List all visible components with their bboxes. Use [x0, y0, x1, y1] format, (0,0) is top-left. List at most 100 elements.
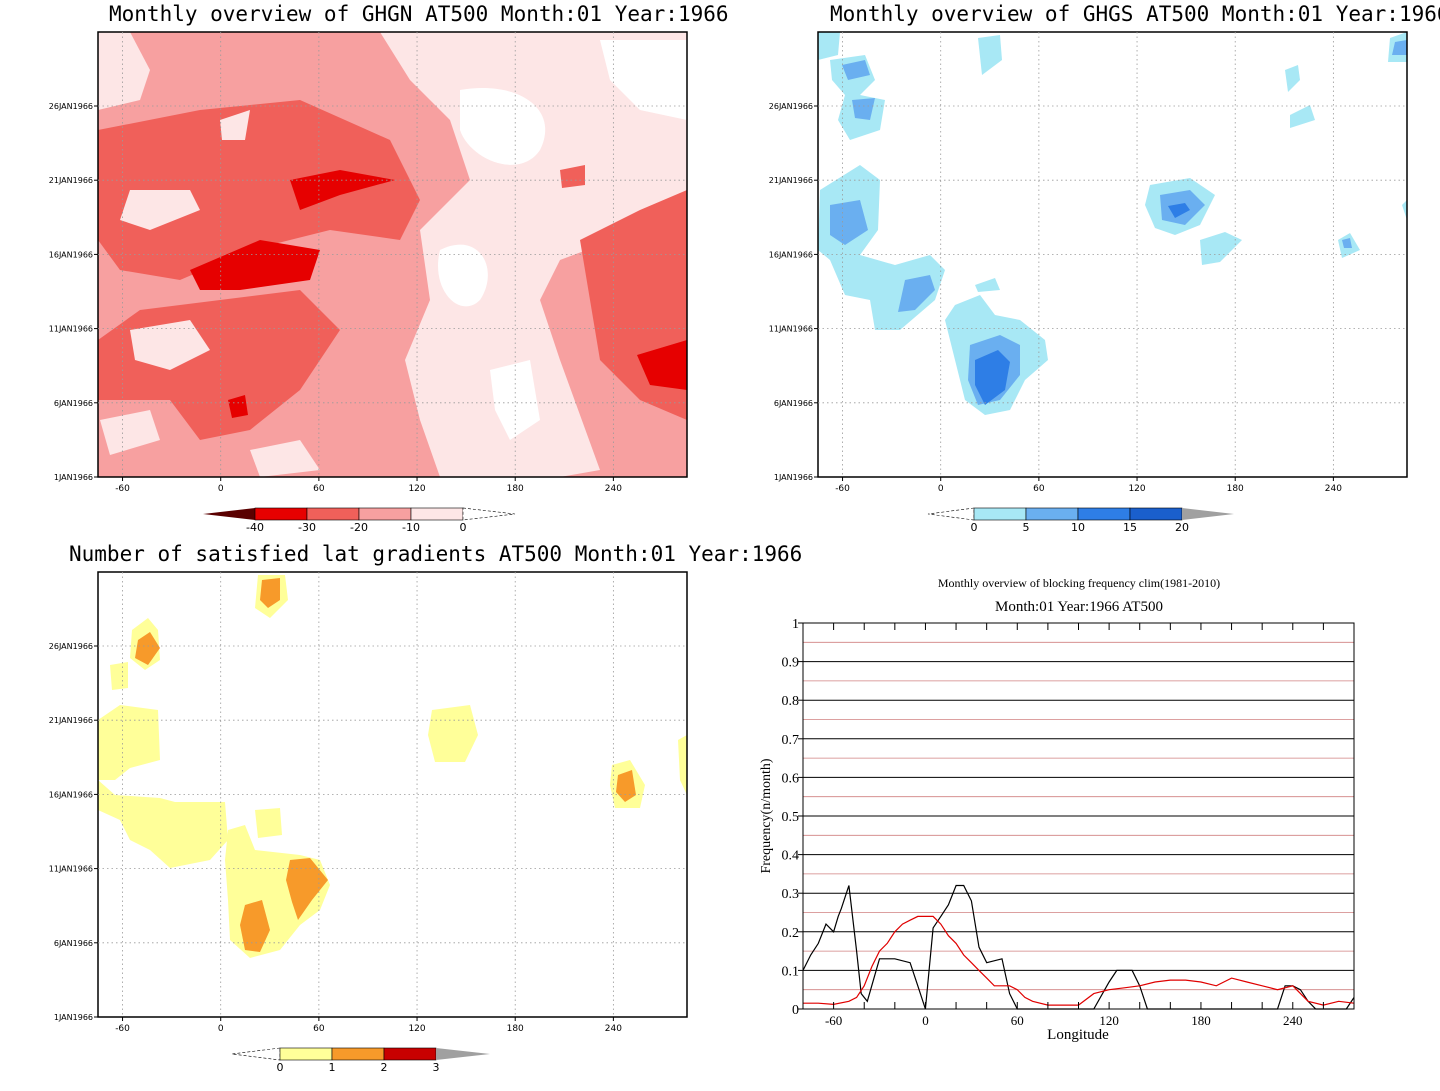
blocking-chart-title: Monthly overview of blocking frequency c… [938, 576, 1220, 590]
colorbar-segment [358, 507, 412, 521]
x-tick-label: 120 [408, 1024, 425, 1034]
x-tick-label: 0 [922, 1013, 929, 1028]
colorbar-end-triangle [462, 507, 516, 521]
x-tick-label: 60 [1033, 484, 1045, 494]
colorbar-end-triangle [231, 1047, 281, 1061]
colorbar-label: 0 [277, 1061, 284, 1074]
x-tick-label: 240 [605, 484, 622, 494]
ghgs-colorbar: 0 5 10 15 20 [927, 507, 1234, 534]
colorbar-label: 0 [460, 521, 467, 534]
colorbar-label: 20 [1175, 521, 1189, 534]
y-tick-label: 0.4 [782, 849, 800, 864]
y-tick-label: 0.8 [782, 694, 800, 709]
colorbar-label: 2 [381, 1061, 388, 1074]
colorbar-segment [1025, 507, 1079, 521]
y-tick-label: 0.6 [782, 771, 800, 786]
y-tick-label: 1JAN1966 [54, 473, 93, 482]
y-tick-label: 1 [792, 617, 799, 632]
colorbar-segment [410, 507, 464, 521]
ghgn-gridlines [98, 32, 687, 477]
x-tick-label: -60 [115, 1024, 130, 1034]
blocking-axis-ticks: 0 0.1 0.2 0.3 0.4 0.5 0.6 0.7 0.8 0.9 1 -60 0 60 120 18… [782, 617, 1355, 1028]
x-tick-label: 0 [218, 1024, 224, 1034]
y-tick-label: 0.3 [782, 887, 800, 902]
blocking-x-axis-label: Longitude [1047, 1027, 1109, 1043]
x-tick-label: 120 [408, 484, 425, 494]
colorbar-label: -30 [298, 521, 316, 534]
latgrad-x-ticks: -60 0 60 120 180 240 [115, 1017, 622, 1034]
colorbar-end-triangle [1182, 508, 1234, 520]
x-tick-label: 240 [1325, 484, 1342, 494]
colorbar-end-triangle [436, 1048, 490, 1060]
x-tick-label: 60 [313, 484, 325, 494]
y-tick-label: 11JAN1966 [49, 865, 93, 874]
y-tick-label: 0.1 [782, 964, 800, 979]
colorbar-segment [383, 1047, 437, 1061]
latgrad-colorbar: 0 1 2 3 [231, 1047, 490, 1074]
ghgn-colorbar: -40 -30 -20 -10 0 [203, 507, 516, 534]
blocking-chart-subtitle: Month:01 Year:1966 AT500 [995, 599, 1163, 615]
ghgn-panel: Monthly overview of GHGN AT500 Month:01 … [0, 0, 729, 545]
y-tick-label: 6JAN1966 [54, 399, 93, 408]
latgrad-gridlines [98, 572, 687, 1017]
y-tick-label: 16JAN1966 [769, 250, 813, 259]
y-tick-label: 0.9 [782, 656, 800, 671]
y-tick-label: 11JAN1966 [49, 325, 93, 334]
x-tick-label: 180 [1191, 1013, 1211, 1028]
y-tick-label: 26JAN1966 [769, 102, 813, 111]
ghgn-y-ticks: 1JAN1966 6JAN1966 11JAN1966 16JAN1966 21JAN1… [49, 102, 98, 482]
blocking-series [802, 884, 1355, 1010]
x-tick-label: 60 [1011, 1013, 1024, 1028]
ghgs-gridlines [818, 32, 1407, 477]
y-tick-label: 1JAN1966 [54, 1013, 93, 1022]
colorbar-label: 10 [1071, 521, 1085, 534]
colorbar-label: 0 [971, 521, 978, 534]
y-tick-label: 21JAN1966 [49, 716, 93, 725]
x-tick-label: -60 [835, 484, 850, 494]
x-tick-label: 180 [507, 484, 524, 494]
y-tick-label: 21JAN1966 [49, 176, 93, 185]
y-tick-label: 0.5 [782, 810, 800, 825]
x-tick-label: 0 [938, 484, 944, 494]
colorbar-segment [973, 507, 1027, 521]
x-tick-label: 180 [1227, 484, 1244, 494]
ghgs-title: Monthly overview of GHGS AT500 Month:01 … [830, 2, 1440, 26]
ghgs-panel: Monthly overview of GHGS AT500 Month:01 … [720, 0, 1440, 545]
y-tick-label: 6JAN1966 [774, 399, 813, 408]
ghgn-plot: -60 0 60 120 180 240 1JAN1966 6JAN1966 11JAN196… [49, 31, 688, 534]
ghgn-title: Monthly overview of GHGN AT500 Month:01 … [109, 2, 729, 26]
blocking-frequency-plot: Monthly overview of blocking frequency c… [759, 576, 1355, 1043]
colorbar-label: 5 [1023, 521, 1030, 534]
x-tick-label: 180 [507, 1024, 524, 1034]
y-tick-label: 11JAN1966 [769, 325, 813, 334]
colorbar-segment [1077, 507, 1131, 521]
colorbar-segment [1129, 507, 1183, 521]
x-tick-label: 240 [605, 1024, 622, 1034]
y-tick-label: 6JAN1966 [54, 939, 93, 948]
y-tick-label: 26JAN1966 [49, 642, 93, 651]
colorbar-label: -10 [402, 521, 420, 534]
blocking-gridlines [803, 641, 1354, 991]
x-tick-label: 120 [1128, 484, 1145, 494]
colorbar-segment [254, 507, 308, 521]
y-tick-label: 1JAN1966 [774, 473, 813, 482]
x-tick-label: 120 [1099, 1013, 1119, 1028]
x-tick-label: 240 [1283, 1013, 1303, 1028]
y-tick-label: 0.2 [782, 926, 800, 941]
latgrad-title: Number of satisfied lat gradients AT500 … [69, 542, 803, 566]
colorbar-label: 1 [329, 1061, 336, 1074]
colorbar-end-triangle [203, 508, 255, 520]
colorbar-label: -20 [350, 521, 368, 534]
series-line-2 [803, 915, 1355, 1006]
y-tick-label: 16JAN1966 [49, 790, 93, 799]
ghgs-plot: -60 0 60 120 180 240 1JAN1966 6JAN1966 11JAN196… [769, 31, 1408, 534]
colorbar-label: 15 [1123, 521, 1137, 534]
blocking-y-axis-label: Frequency(n/month) [759, 758, 774, 873]
colorbar-segment [331, 1047, 385, 1061]
y-tick-label: 26JAN1966 [49, 102, 93, 111]
x-tick-label: 60 [313, 1024, 325, 1034]
latgrad-y-ticks: 1JAN1966 6JAN1966 11JAN1966 16JAN1966 21JAN1… [49, 642, 98, 1022]
y-tick-label: 21JAN1966 [769, 176, 813, 185]
y-tick-label: 16JAN1966 [49, 250, 93, 259]
colorbar-segment [306, 507, 360, 521]
